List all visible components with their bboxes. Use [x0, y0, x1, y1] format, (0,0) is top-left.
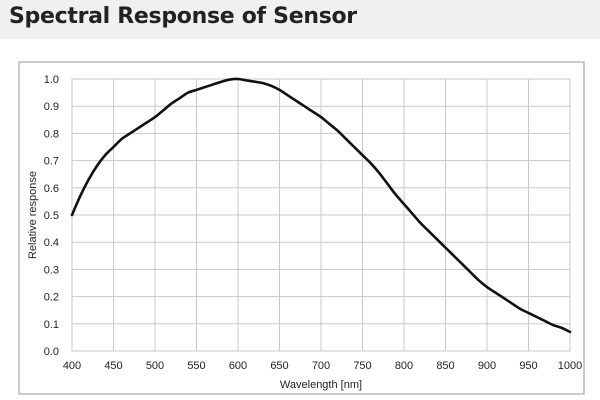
x-axis-label: Wavelength [nm] — [280, 379, 362, 391]
y-tick-label: 0.3 — [44, 264, 59, 276]
x-tick-label: 800 — [395, 360, 413, 372]
y-tick-label: 1.0 — [44, 74, 59, 86]
x-tick-label: 600 — [229, 360, 247, 372]
x-tick-label: 650 — [270, 360, 288, 372]
y-tick-label: 0.6 — [44, 183, 59, 195]
x-tick-label: 750 — [353, 360, 371, 372]
x-tick-label: 1000 — [558, 360, 582, 372]
y-axis-label: Relative response — [27, 171, 39, 259]
tick-labels: 400 450 500 550 600 650 700 750 800 850 900 950 1000… — [44, 74, 583, 372]
y-tick-label: 0.0 — [44, 346, 59, 358]
x-tick-label: 900 — [478, 360, 496, 372]
y-tick-label: 0.4 — [44, 237, 59, 249]
y-tick-label: 0.2 — [44, 292, 59, 304]
title-bar: Spectral Response of Sensor — [0, 0, 600, 39]
x-tick-label: 500 — [146, 360, 164, 372]
x-tick-label: 400 — [63, 360, 81, 372]
y-tick-label: 0.7 — [44, 156, 59, 168]
x-tick-label: 700 — [312, 360, 330, 372]
x-tick-label: 450 — [104, 360, 122, 372]
x-tick-label: 950 — [519, 360, 537, 372]
response-curve — [70, 77, 572, 334]
x-tick-label: 850 — [436, 360, 454, 372]
grid-lines — [71, 78, 571, 352]
x-tick-label: 550 — [187, 360, 205, 372]
y-tick-label: 0.8 — [44, 128, 59, 140]
page-title: Spectral Response of Sensor — [9, 4, 357, 29]
y-tick-label: 0.1 — [44, 319, 59, 331]
y-tick-label: 0.9 — [44, 101, 59, 113]
y-tick-label: 0.5 — [44, 210, 59, 222]
